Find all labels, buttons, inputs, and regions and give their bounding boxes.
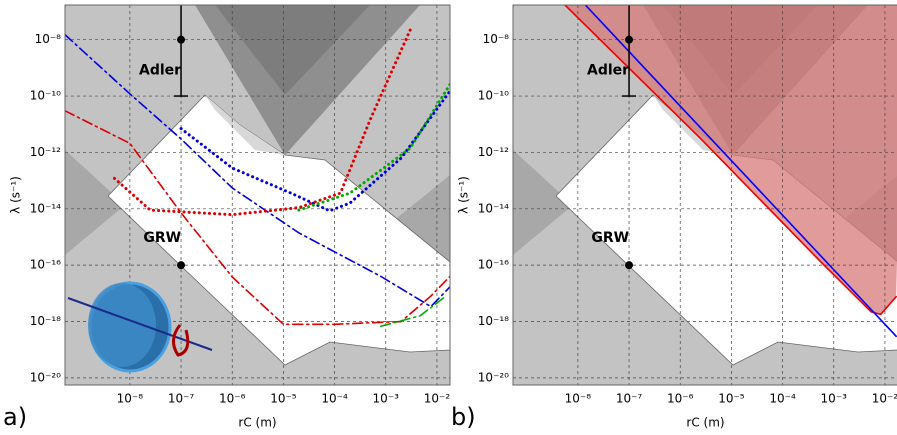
point [625,261,634,270]
y-tick-label: 10⁻¹⁸ [30,314,61,328]
panel-b: Adler GRW 10⁻⁸ 10⁻⁷ 10⁻⁶ 10⁻⁵ 10⁻⁴ 10⁻³ 10⁻² 10⁻⁸… [451,4,897,431]
curve [112,28,412,217]
y-tick-label: 10⁻¹⁰ [30,89,61,103]
point-label: Adler [139,63,181,79]
point-label: GRW [143,230,181,246]
x-tick-label: 10⁻³ [821,392,848,406]
curve [564,5,897,316]
y-tick-label: 10⁻⁸ [483,32,510,46]
curve [65,109,450,326]
point-label: GRW [591,230,629,246]
x-tick-label: 10⁻⁶ [219,392,246,406]
y-axis-label: λ (s⁻¹) [457,176,471,214]
x-axis-label: rC (m) [238,416,276,430]
plot-area [65,5,450,385]
x-tick-label: 10⁻⁷ [616,392,643,406]
y-tick-label: 10⁻¹⁸ [478,314,509,328]
plot-frame [64,4,451,386]
y-axis-label: λ (s⁻¹) [9,176,23,214]
x-tick-label: 10⁻⁸ [565,392,592,406]
disc-illustration [67,281,213,373]
curve [297,82,450,212]
point [177,261,186,270]
y-tick-label: 10⁻¹² [478,145,509,159]
curve [379,295,447,328]
panel-label: a) [3,403,27,431]
y-tick-label: 10⁻²⁰ [478,370,509,384]
x-tick-label: 10⁻⁶ [667,392,694,406]
x-tick-label: 10⁻⁵ [270,392,297,406]
plot-frame [512,4,897,386]
panel-a: Adler GRW 10⁻⁸ 10⁻⁷ 10⁻⁶ 10⁻⁵ 10⁻⁴ 10⁻³ 10⁻² 10⁻⁸… [3,4,451,431]
x-tick-label: 10⁻⁴ [769,392,796,406]
point [625,35,634,44]
y-tick-label: 10⁻¹⁴ [30,201,61,215]
x-axis-label: rC (m) [686,416,724,430]
x-tick-label: 10⁻² [424,392,451,406]
y-tick-label: 10⁻²⁰ [30,370,61,384]
x-tick-label: 10⁻⁴ [321,392,348,406]
x-tick-label: 10⁻⁸ [117,392,144,406]
y-tick-label: 10⁻¹⁶ [478,258,509,272]
y-tick-label: 10⁻¹² [30,145,61,159]
x-tick-label: 10⁻³ [373,392,400,406]
x-tick-label: 10⁻⁷ [168,392,195,406]
y-tick-label: 10⁻¹⁴ [478,201,509,215]
plot-area [513,5,897,385]
point [177,35,186,44]
y-tick-label: 10⁻¹⁰ [478,89,509,103]
curve [179,89,450,213]
point-label: Adler [587,63,629,79]
y-tick-label: 10⁻¹⁶ [30,258,61,272]
x-tick-label: 10⁻⁵ [718,392,745,406]
x-tick-label: 10⁻² [872,392,897,406]
panel-label: b) [451,403,476,431]
curve [584,5,897,338]
y-tick-label: 10⁻⁸ [35,32,62,46]
